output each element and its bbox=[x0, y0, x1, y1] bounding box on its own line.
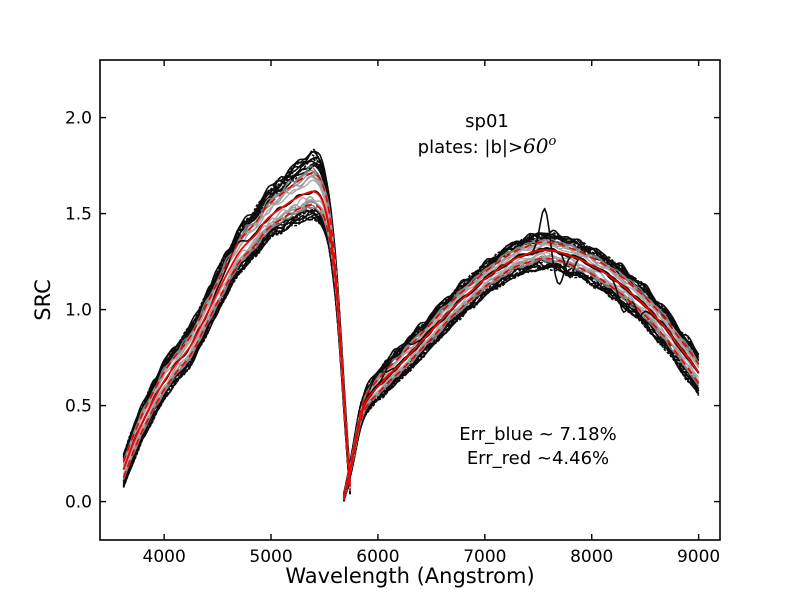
x-tick-label: 4000 bbox=[143, 547, 186, 567]
mean-curve-blue_arm bbox=[122, 190, 351, 487]
title-annotation-line2-value: 60 bbox=[523, 134, 549, 158]
x-tick-label: 9000 bbox=[677, 547, 720, 567]
title-annotation-line2: plates: |b|>60o bbox=[418, 134, 557, 158]
ensemble-curve bbox=[122, 196, 351, 489]
err-blue-annotation: Err_blue ~ 7.18% bbox=[459, 424, 616, 445]
degree-superscript: o bbox=[549, 134, 557, 149]
x-tick-label: 5000 bbox=[249, 547, 292, 567]
y-tick-label: 2.0 bbox=[65, 109, 92, 129]
y-tick-label: 0.0 bbox=[65, 493, 92, 513]
tick-labels-layer: 4000 5000 6000 7000 8000 9000 0.0 0.5 1.0 1.5 2.0 bbox=[65, 109, 720, 567]
ensemble-curve bbox=[122, 153, 351, 478]
ensemble-curve bbox=[342, 266, 700, 502]
ensemble-curve bbox=[122, 156, 351, 479]
curves-layer bbox=[122, 148, 700, 502]
sigma-curve-lower bbox=[342, 257, 700, 500]
axis-ticks-layer bbox=[100, 60, 720, 540]
ensemble-curve bbox=[122, 208, 351, 493]
x-tick-label: 8000 bbox=[570, 547, 613, 567]
x-tick-label: 6000 bbox=[356, 547, 399, 567]
ensemble-curve bbox=[342, 232, 700, 495]
ensemble-curve bbox=[343, 251, 700, 499]
y-tick-label: 1.0 bbox=[65, 301, 92, 321]
title-annotation-line1: sp01 bbox=[465, 111, 509, 132]
y-axis-label: SRC bbox=[31, 279, 55, 321]
sigma-curve-upper bbox=[122, 172, 351, 483]
ensemble-curve bbox=[343, 244, 700, 497]
x-tick-label: 7000 bbox=[463, 547, 506, 567]
title-annotation-line2-prefix: plates: |b|> bbox=[418, 137, 523, 158]
sigma-curve-upper bbox=[342, 241, 700, 497]
mean-curve-red_arm bbox=[342, 249, 700, 499]
y-tick-label: 0.5 bbox=[65, 397, 92, 417]
y-tick-label: 1.5 bbox=[65, 205, 92, 225]
x-axis-label: Wavelength (Angstrom) bbox=[285, 564, 534, 588]
ensemble-curve bbox=[122, 179, 351, 485]
plot-frame bbox=[99, 59, 721, 541]
err-red-annotation: Err_red ~4.46% bbox=[467, 448, 609, 469]
